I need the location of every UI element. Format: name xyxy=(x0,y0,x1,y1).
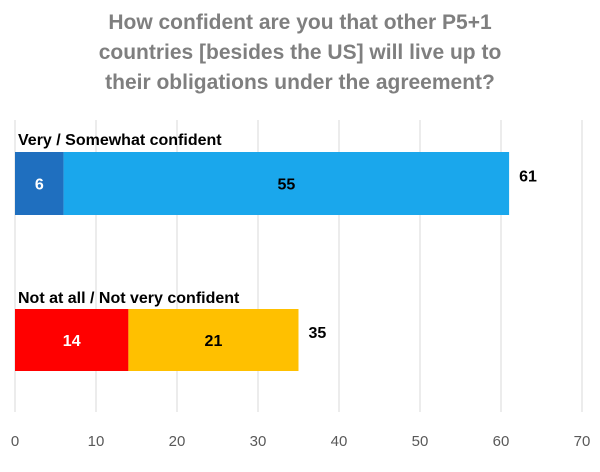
x-tick-label-10: 10 xyxy=(88,433,105,450)
chart-title: How confident are you that other P5+1 co… xyxy=(40,8,560,98)
x-tick-label-60: 60 xyxy=(493,433,510,450)
x-tick-label-70: 70 xyxy=(574,433,591,450)
segment-value-label-1-1: 6 xyxy=(35,177,44,194)
bar-segment-1-1 xyxy=(15,152,64,215)
chart-title-line-2: countries [besides the US] will live up … xyxy=(98,41,502,64)
chart-title-line-1: How confident are you that other P5+1 xyxy=(108,11,492,34)
category-label-1: Very / Somewhat confident xyxy=(18,132,222,149)
bar-segment-2-2 xyxy=(128,309,299,371)
x-tick-label-30: 30 xyxy=(250,433,267,450)
chart-title-line-3: their obligations under the agreement? xyxy=(105,71,495,94)
segment-value-label-2-2: 21 xyxy=(205,333,223,350)
bar-segment-1-2 xyxy=(63,152,510,215)
total-label-1: 61 xyxy=(519,169,537,186)
x-tick-label-0: 0 xyxy=(11,433,19,450)
total-label-2: 35 xyxy=(309,325,327,342)
x-tick-label-20: 20 xyxy=(169,433,186,450)
segment-value-label-1-2: 55 xyxy=(277,177,295,194)
x-tick-label-40: 40 xyxy=(331,433,348,450)
segment-value-label-2-1: 14 xyxy=(63,333,81,350)
category-label-2: Not at all / Not very confident xyxy=(18,290,240,307)
x-tick-label-50: 50 xyxy=(412,433,429,450)
bar-segment-2-1 xyxy=(15,309,129,371)
